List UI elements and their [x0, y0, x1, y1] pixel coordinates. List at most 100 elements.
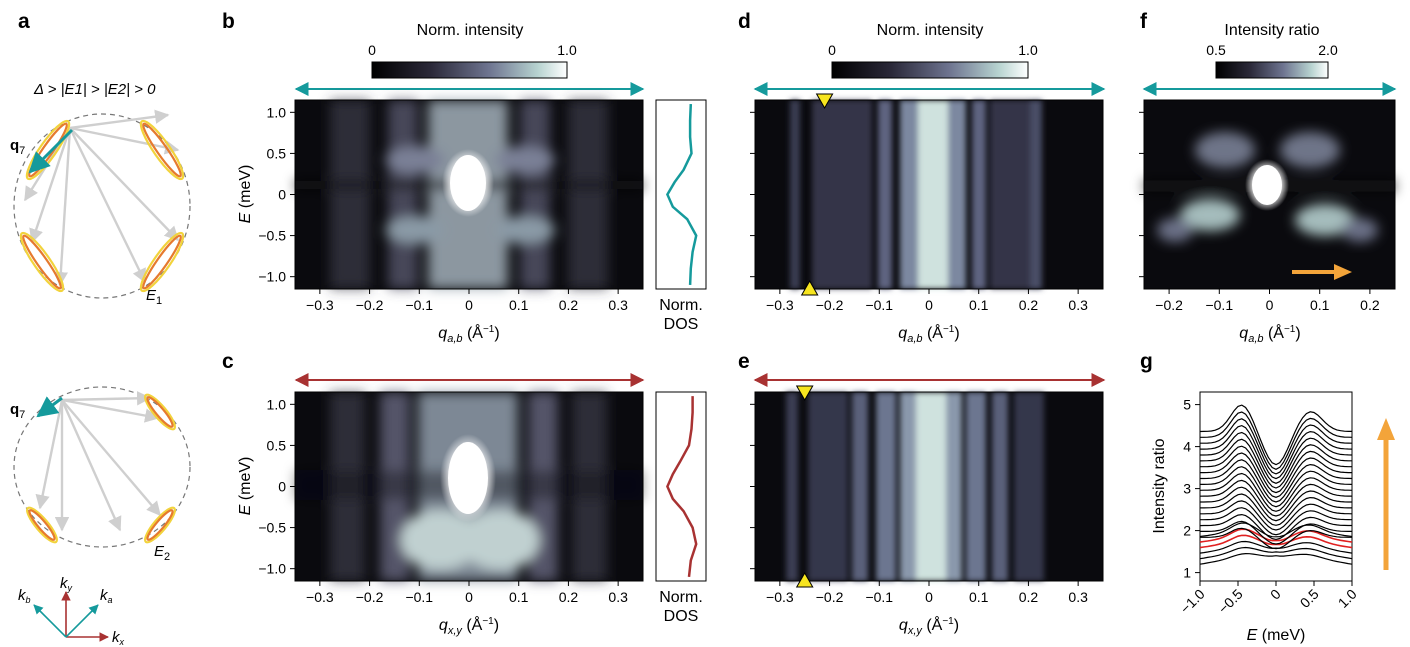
dos-curve-b	[665, 104, 698, 285]
g-curve	[1199, 528, 1353, 543]
dos-b	[655, 99, 707, 290]
g-curve	[1200, 411, 1353, 470]
xtick-label-d: 0.3	[1068, 297, 1088, 313]
heatmap-c	[294, 391, 644, 582]
colorbar-f: Intensity ratio 0.5 2.0	[1206, 22, 1338, 79]
q7-label-top: q7	[10, 137, 25, 157]
xtick-label-d: −0.1	[865, 297, 893, 313]
xtick-label-c: 0	[465, 589, 473, 605]
ylabel-g: Intensity ratio	[1151, 438, 1168, 533]
heatmap-b	[294, 99, 644, 290]
fermi-surface-dashed-top	[13, 113, 191, 299]
xtick-label-e: 0.2	[1019, 589, 1039, 605]
xtick-label-b: 0.2	[559, 297, 579, 313]
fermi-pockets-top	[19, 119, 185, 293]
xtick-label-g: 0	[1267, 586, 1284, 603]
xtick-label-b: 0.3	[608, 297, 628, 313]
panel-letter-g: g	[1140, 350, 1153, 373]
panel-a-schematic: Δ > |E1| > |E2| > 0 q7 E1	[10, 81, 191, 647]
xlabel-f: qa,b (Å−1)	[1239, 323, 1300, 345]
xtick-label-d: 0.1	[969, 297, 989, 313]
xlabel-g: E (meV)	[1247, 627, 1306, 644]
g-curve	[1199, 472, 1353, 512]
dos-curve-c	[666, 396, 698, 578]
ytick-label-g: 5	[1183, 397, 1191, 413]
dos-b-label-2: DOS	[664, 316, 699, 333]
ytick-label-c: 0.5	[267, 437, 287, 453]
ytick-label-c: 1.0	[267, 396, 287, 412]
ytick-label-c: 0	[278, 479, 286, 495]
panel-letter-b: b	[222, 10, 235, 33]
g-curve	[1199, 404, 1352, 466]
triangle-marker-e	[795, 571, 814, 588]
xtick-label-e: 0	[925, 589, 933, 605]
kb-label: kb	[18, 587, 31, 605]
xtick-label-g: −1.0	[1177, 586, 1208, 617]
xlabel-d: qa,b (Å−1)	[898, 323, 959, 345]
xtick-label-e: 0.1	[969, 589, 989, 605]
xtick-label-d: 0	[925, 297, 933, 313]
xtick-label-c: 0.1	[509, 589, 529, 605]
ytick-label-g: 3	[1183, 481, 1191, 497]
xtick-label-d: −0.2	[816, 297, 844, 313]
xtick-label-c: −0.2	[356, 589, 384, 605]
g-curve	[1200, 418, 1353, 475]
g-curve	[1200, 500, 1353, 531]
xtick-label-b: −0.3	[306, 297, 334, 313]
colorbar-d-max: 1.0	[1018, 42, 1038, 58]
xtick-label-f: 0	[1266, 297, 1274, 313]
xtick-label-f: 0.2	[1360, 297, 1380, 313]
xlabel-c: qx,y (Å−1)	[439, 615, 499, 637]
xtick-label-g: −0.5	[1215, 586, 1246, 617]
colorbar-b-min: 0	[368, 42, 376, 58]
g-curve	[1199, 513, 1352, 541]
g-curve	[1199, 479, 1352, 517]
colorbar-b: Norm. intensity 0 1.0	[368, 22, 577, 79]
colorbar-b-title: Norm. intensity	[417, 22, 524, 39]
g-curve	[1199, 522, 1353, 538]
g-curve	[1199, 546, 1353, 560]
dos-c-label-1: Norm.	[659, 589, 703, 606]
heatmap-d	[754, 99, 1104, 290]
ytick-label-b: 0.5	[267, 145, 287, 161]
ytick-label-g: 2	[1183, 523, 1191, 539]
g-curve	[1200, 527, 1352, 550]
colorbar-d-title: Norm. intensity	[877, 22, 984, 39]
kx-label: kx	[112, 629, 125, 647]
xtick-label-g: 0.5	[1297, 586, 1322, 611]
q7-arrow-top	[28, 128, 74, 174]
g-curve	[1200, 459, 1353, 503]
xtick-label-d: −0.3	[766, 297, 794, 313]
ytick-label-b: −1.0	[258, 269, 286, 285]
xtick-label-b: −0.2	[356, 297, 384, 313]
k-axes	[33, 591, 109, 642]
panel-letter-a: a	[18, 10, 30, 33]
heatmap-e	[754, 391, 1104, 582]
ytick-label-b: −0.5	[258, 228, 286, 244]
xtick-label-d: 0.2	[1019, 297, 1039, 313]
xtick-label-f: −0.1	[1205, 297, 1233, 313]
g-curve	[1200, 520, 1352, 545]
scattering-arrows-bottom	[35, 391, 161, 532]
xlabel-e: qx,y (Å−1)	[899, 615, 959, 637]
ka-label: ka	[100, 587, 113, 605]
panel-letter-d: d	[738, 10, 751, 33]
triangle-marker-d	[800, 279, 819, 296]
panel-letter-c: c	[222, 350, 234, 373]
xtick-label-b: −0.1	[405, 297, 433, 313]
axis-ticks: −0.3 −0.2 −0.1 0 0.1 0.2 0.3 −0.3 −0.2 −0.1 0 0.1 0.…	[258, 104, 1379, 616]
xtick-label-e: −0.2	[816, 589, 844, 605]
ytick-label-g: 1	[1183, 565, 1191, 581]
ylabel-c: E (meV)	[237, 457, 254, 516]
g-curve	[1199, 438, 1352, 489]
g-curve	[1200, 466, 1353, 508]
ky-label: ky	[60, 575, 73, 593]
triangle-marker-d	[815, 93, 834, 110]
ylabel-b: E (meV)	[237, 165, 254, 224]
xtick-label-e: −0.3	[766, 589, 794, 605]
fermi-pockets-bottom	[26, 393, 176, 544]
g-curve	[1200, 424, 1353, 480]
g-curve	[1199, 552, 1353, 565]
panel-letter-f: f	[1140, 10, 1148, 33]
fermi-surface-dashed-bottom	[13, 386, 191, 548]
